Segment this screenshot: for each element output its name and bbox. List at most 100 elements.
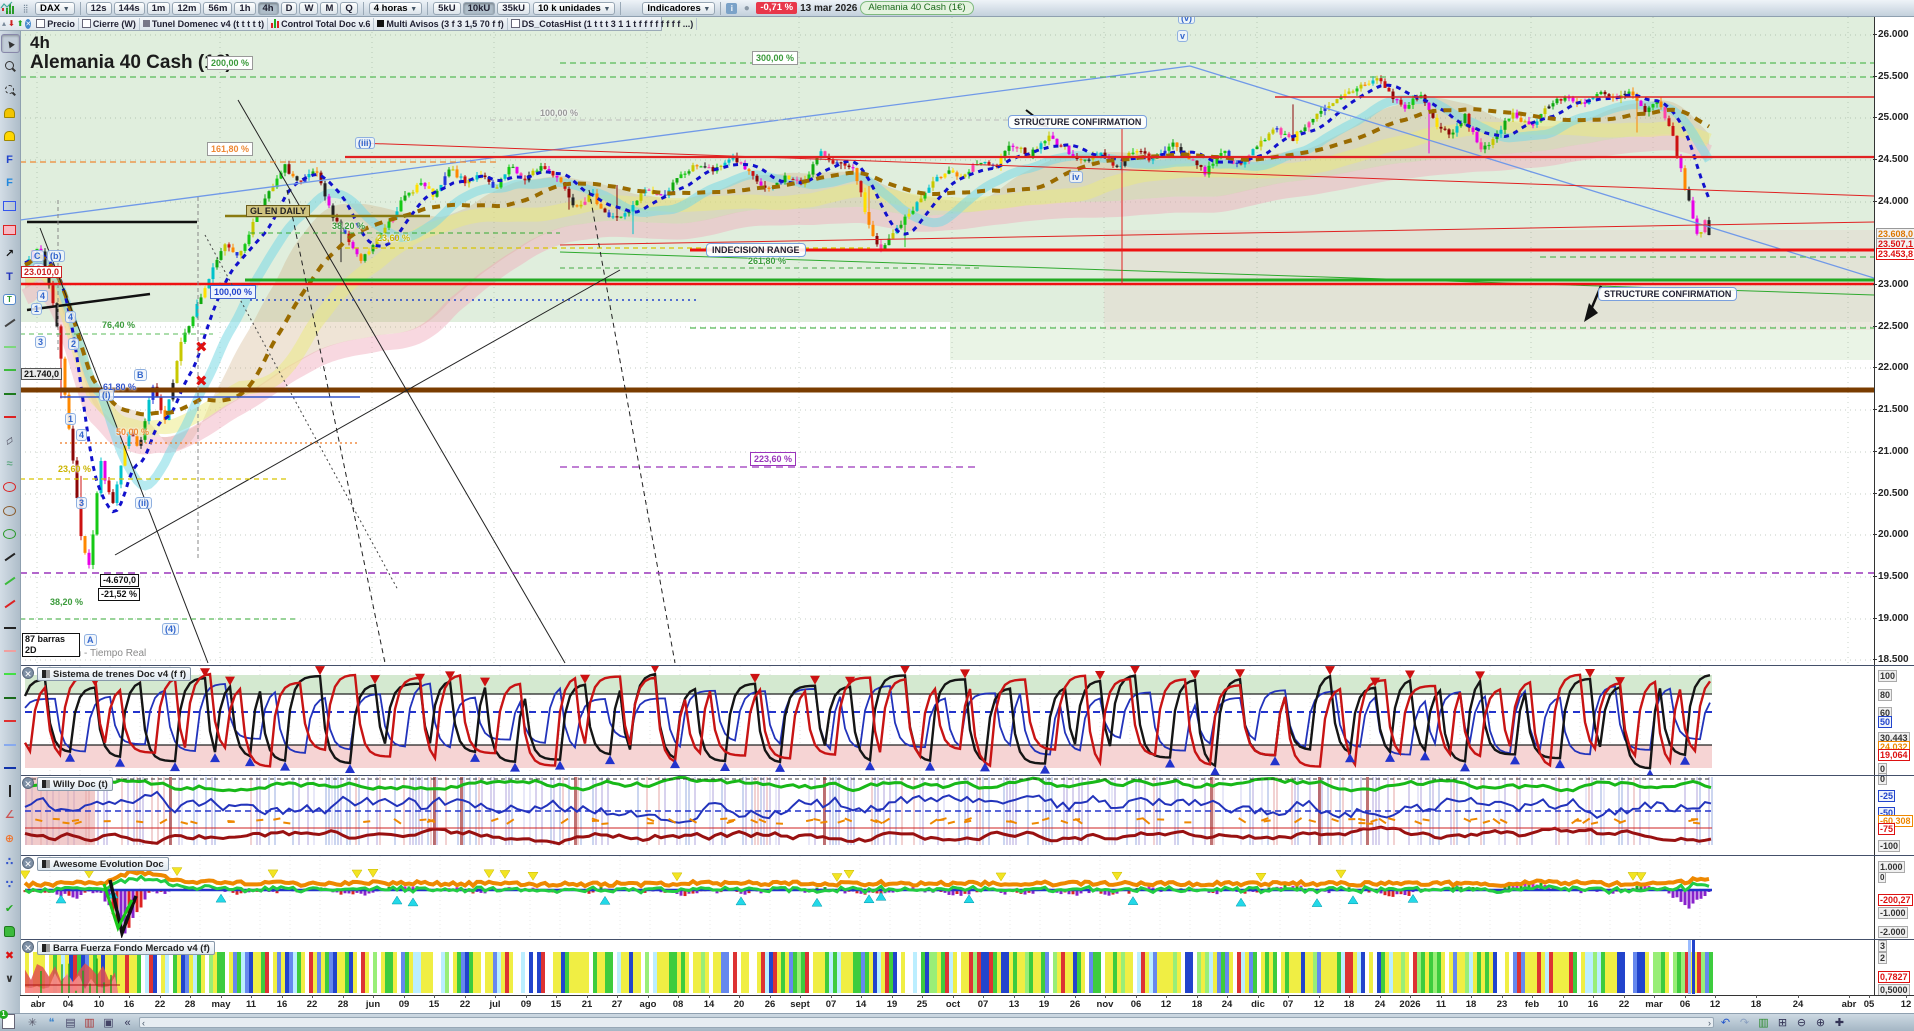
panel-1-close-button[interactable]: ✕	[22, 777, 34, 789]
hline-dash-green-tool[interactable]	[1, 338, 18, 355]
trend-arrow-tool[interactable]: ↗	[1, 245, 18, 262]
ellipse-red-tool[interactable]	[1, 479, 18, 496]
overlay-item-2[interactable]: Tunel Domenec v4 (t t t t t)	[140, 17, 269, 30]
ellipse-green-tool[interactable]	[1, 525, 18, 542]
validate-tool[interactable]: ✔	[1, 900, 18, 917]
unit-button-35kU[interactable]: 35kU	[497, 1, 530, 15]
date-axis[interactable]: abr 04 10 16 22 28 may 11 16 22 28 jun 09 15 22 jul 09 15…	[20, 995, 1914, 1014]
indicators-button[interactable]: Indicadores ▼	[642, 1, 716, 15]
collapse-left-icon[interactable]: «	[124, 1016, 131, 1029]
download-icon[interactable]: ⬇	[8, 19, 15, 28]
trendline-red-tool[interactable]	[1, 596, 18, 613]
hline-blue-tool[interactable]	[1, 759, 18, 776]
timeframe-button-12m[interactable]: 12m	[172, 1, 202, 15]
alarm-tool[interactable]	[1, 128, 18, 145]
panel-3-close-button[interactable]: ✕	[22, 941, 34, 953]
collapse-tools-chevron[interactable]: ∨	[1, 970, 18, 987]
pattern-tool[interactable]: ≈	[1, 455, 18, 472]
timeframe-button-1m[interactable]: 1m	[146, 1, 171, 15]
overlay-item-5[interactable]: DS_CotasHist (1 t t t 3 1 1 t f f f f f …	[508, 17, 698, 30]
timeframe-button-56m[interactable]: 56m	[203, 1, 233, 15]
chart-settings-button[interactable]: ▥	[1758, 1017, 1769, 1029]
overlay-item-3[interactable]: Control Total Doc v.6	[268, 17, 375, 30]
horizontal-scrollbar[interactable]: ‹ ›	[139, 1017, 1714, 1028]
overlay-item-4[interactable]: Multi Avisos (3 f 3 1,5 70 f f)	[374, 17, 508, 30]
timeframe-button-12s[interactable]: 12s	[85, 1, 112, 15]
panel-0-header-tab[interactable]: Sistema de trenes Doc v4 (f f)	[37, 667, 192, 681]
alarm-cursor-tool[interactable]	[1, 104, 18, 121]
panel-2-header-tab[interactable]: Awesome Evolution Doc	[37, 857, 169, 871]
hline-darkgreen-tool[interactable]	[1, 385, 18, 402]
timeframe-button-1h[interactable]: 1h	[234, 1, 256, 15]
overlay-item-1[interactable]: Cierre (W)	[79, 17, 140, 30]
pan-button[interactable]: ✚	[1834, 1017, 1845, 1029]
timeframe-button-D[interactable]: D	[280, 1, 298, 15]
timeframe-select[interactable]: 4 horas ▼	[368, 1, 423, 15]
timeframe-button-Q[interactable]: Q	[340, 1, 358, 15]
zoom-in-button[interactable]: ⊕	[1815, 1017, 1826, 1029]
vline-tool[interactable]	[1, 783, 18, 800]
report-icon[interactable]: ▤	[65, 1017, 76, 1029]
cursor-tool[interactable]: ▲	[1, 34, 20, 53]
trendline-black-tool[interactable]	[1, 549, 18, 566]
zoom-tool[interactable]	[1, 57, 18, 74]
comment-icon[interactable]: ❝	[48, 1017, 55, 1029]
points-blue2-tool[interactable]: ∵	[1, 876, 18, 893]
rectangle-red-tool[interactable]	[1, 221, 18, 238]
panel-0-close-button[interactable]: ✕	[22, 667, 34, 679]
scroll-right-button[interactable]: ›	[1708, 1017, 1711, 1028]
record-icon[interactable]: ●	[743, 2, 750, 14]
hline-red2-tool[interactable]	[1, 713, 18, 730]
zoom-area-tool[interactable]	[1, 81, 18, 98]
upload-icon[interactable]: ⬆	[16, 19, 24, 28]
hline-lime-tool[interactable]	[1, 666, 18, 683]
delete-tool[interactable]: ✖	[1, 947, 18, 964]
fibonacci-retracement-tool-icon: F	[6, 153, 13, 166]
snapshot-icon[interactable]: ▣	[103, 1017, 114, 1029]
panel-3-header-tab[interactable]: Barra Fuerza Fondo Mercado v4 (f)	[37, 941, 215, 955]
indicator-list-icon[interactable]: ▥	[84, 1017, 95, 1029]
thumb-up-tool[interactable]	[1, 923, 18, 940]
hline-darkgreen2-tool[interactable]	[1, 689, 18, 706]
fibonacci-retracement-tool[interactable]: F	[1, 151, 18, 168]
symbol-select[interactable]: DAX ▼	[35, 1, 75, 15]
panel-2-close-button[interactable]: ✕	[22, 857, 34, 869]
timeframe-button-144s[interactable]: 144s	[113, 1, 145, 15]
zoom-out-button[interactable]: ⊖	[1796, 1017, 1807, 1029]
trendline-green-tool[interactable]	[1, 572, 18, 589]
redo-button[interactable]: ↷	[1739, 1017, 1750, 1029]
scroll-left-button[interactable]: ‹	[142, 1017, 145, 1028]
points-blue-tool[interactable]: ∴	[1, 853, 18, 870]
unit-button-10kU[interactable]: 10kU	[462, 1, 496, 15]
hline-red-tool[interactable]	[1, 408, 18, 425]
circle-plus-tool[interactable]: ⊕	[1, 830, 18, 847]
fibonacci-projection-tool[interactable]: F	[1, 174, 18, 191]
timeframe-button-W[interactable]: W	[299, 1, 319, 15]
close-circle-icon[interactable]: ✕	[25, 18, 32, 29]
undo-button[interactable]: ↶	[1720, 1017, 1731, 1029]
info-icon[interactable]: i	[726, 2, 738, 14]
hline-pink-tool[interactable]	[1, 642, 18, 659]
angle-tool[interactable]: ∠	[1, 806, 18, 823]
hline-black-tool[interactable]	[1, 619, 18, 636]
note-bubble-tool[interactable]: T	[1, 291, 18, 308]
zoom-select-button[interactable]: ⊞	[1777, 1017, 1788, 1029]
rectangle-blue-tool[interactable]	[1, 198, 18, 215]
unit-select[interactable]: 10 k unidades ▼	[533, 1, 616, 15]
grip-icon[interactable]: ⣿	[22, 3, 29, 13]
hline-lightblue-tool[interactable]	[1, 736, 18, 753]
notification-icon[interactable]: 1	[0, 1010, 18, 1029]
ruler-tool[interactable]: ▱	[1, 432, 18, 449]
hline-green-tool[interactable]	[1, 362, 18, 379]
collapse-caret-icon[interactable]: ▴	[2, 19, 7, 28]
text-tool[interactable]: T	[1, 268, 18, 285]
timeframe-button-4h[interactable]: 4h	[257, 1, 279, 15]
overlay-item-0[interactable]: Precio	[33, 17, 79, 30]
share-icon[interactable]: ✳	[27, 1017, 38, 1029]
segment-tool[interactable]	[1, 315, 18, 332]
panel-1-header-tab[interactable]: Willy Doc (t)	[37, 777, 113, 791]
timeframe-button-M[interactable]: M	[320, 1, 339, 15]
unit-button-5kU[interactable]: 5kU	[433, 1, 461, 15]
date-axis-label: 18	[1745, 995, 1767, 1010]
ellipse-brown-tool[interactable]	[1, 502, 18, 519]
